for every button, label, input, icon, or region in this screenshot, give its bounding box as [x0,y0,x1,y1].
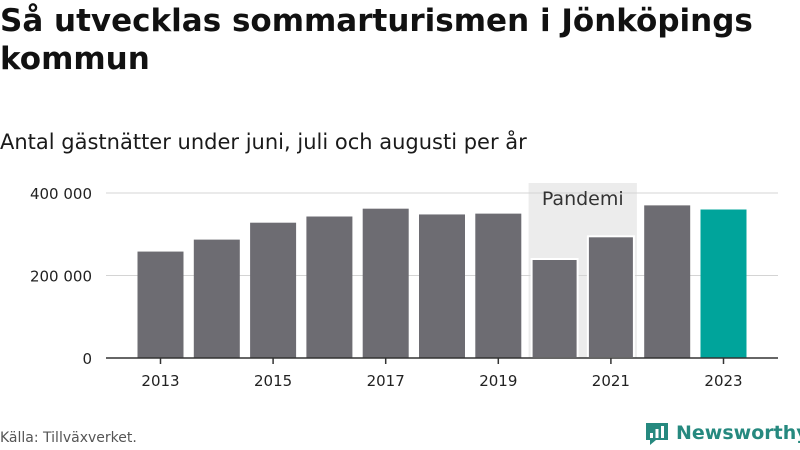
x-tick-label: 2013 [141,372,179,390]
brand-name: Newsworthy [676,422,800,444]
y-tick-label: 200 000 [30,268,92,286]
bar-2017 [362,208,409,358]
bar-2019 [475,213,522,358]
x-tick-label: 2015 [254,372,292,390]
bar-2023 [700,209,747,358]
x-tick-label: 2019 [479,372,517,390]
bar-2021 [586,235,635,359]
bar-2020 [530,258,579,359]
newsworthy-logo-icon [646,423,668,445]
chart-title: Så utvecklas sommarturismen i Jönköpings… [0,3,753,77]
source-note: Källa: Tillväxverket. [0,430,137,446]
x-tick-label: 2017 [367,372,405,390]
x-tick-label: 2021 [592,372,630,390]
chart-subtitle: Antal gästnätter under juni, juli och au… [0,130,527,154]
y-tick-label: 400 000 [30,185,92,203]
x-tick-label: 2023 [704,372,742,390]
y-tick-label: 0 [82,350,92,368]
bar-2013 [137,251,184,358]
newsworthy-brand: Newsworthy [644,420,800,446]
bar-2016 [306,216,353,358]
bar-2022 [644,205,691,358]
bar-2015 [250,222,297,358]
pandemic-label: Pandemi [542,188,624,210]
bar-2014 [193,239,240,358]
bar-2018 [419,214,465,358]
